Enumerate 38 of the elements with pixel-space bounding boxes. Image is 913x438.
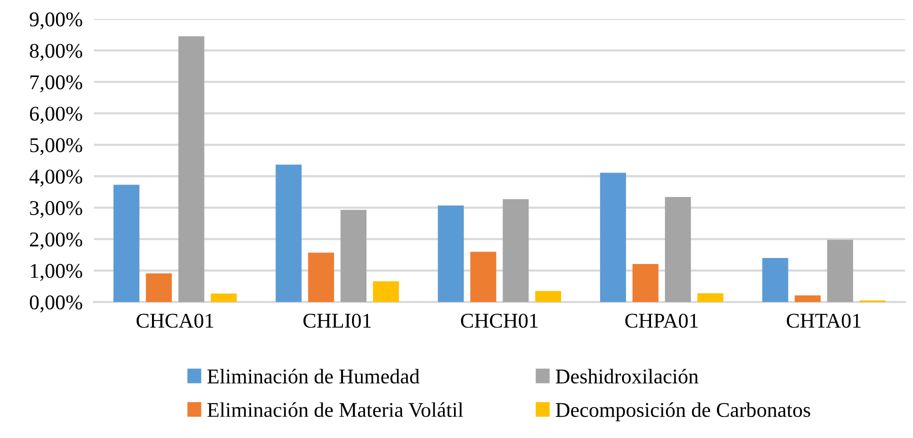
y-tick-label: 8,00% <box>30 44 82 61</box>
x-tick-label: CHCA01 <box>136 314 214 328</box>
bar <box>502 199 529 302</box>
bar <box>470 252 496 302</box>
y-tick-label: 9,00% <box>30 12 82 30</box>
legend-label: Deshidroxilación <box>556 368 698 384</box>
bar <box>308 252 334 302</box>
bar <box>113 184 140 302</box>
y-tick-label: 6,00% <box>30 106 82 124</box>
bar <box>664 196 691 302</box>
y-tick-label: 7,00% <box>30 75 82 92</box>
bar <box>632 264 658 302</box>
legend-label: Eliminación de Humedad <box>207 368 420 384</box>
bar <box>697 293 724 302</box>
bar <box>178 36 204 302</box>
y-tick-label: 1,00% <box>30 264 82 281</box>
legend-label: Decomposición de Carbonatos <box>556 402 810 422</box>
x-tick-label: CHPA01 <box>625 314 698 328</box>
x-tick-label: CHLI01 <box>303 314 371 328</box>
legend-label: Eliminación de Materia Volátil <box>207 402 464 418</box>
bar <box>762 258 788 302</box>
bar <box>600 172 626 302</box>
bar <box>146 273 172 302</box>
bar <box>438 205 464 302</box>
y-tick-label: 5,00% <box>30 138 82 156</box>
bar <box>827 240 854 302</box>
y-tick-label: 0,00% <box>30 295 82 312</box>
x-tick-label: CHCH01 <box>460 314 538 328</box>
y-tick-label: 2,00% <box>30 232 82 250</box>
bar <box>372 281 399 302</box>
bar <box>210 294 237 302</box>
bar <box>794 295 821 302</box>
x-tick-label: CHTA01 <box>786 314 861 328</box>
bar <box>340 210 366 302</box>
y-tick-label: 3,00% <box>30 201 82 218</box>
bar <box>276 164 302 302</box>
y-tick-label: 4,00% <box>29 170 82 187</box>
bar <box>535 290 562 302</box>
